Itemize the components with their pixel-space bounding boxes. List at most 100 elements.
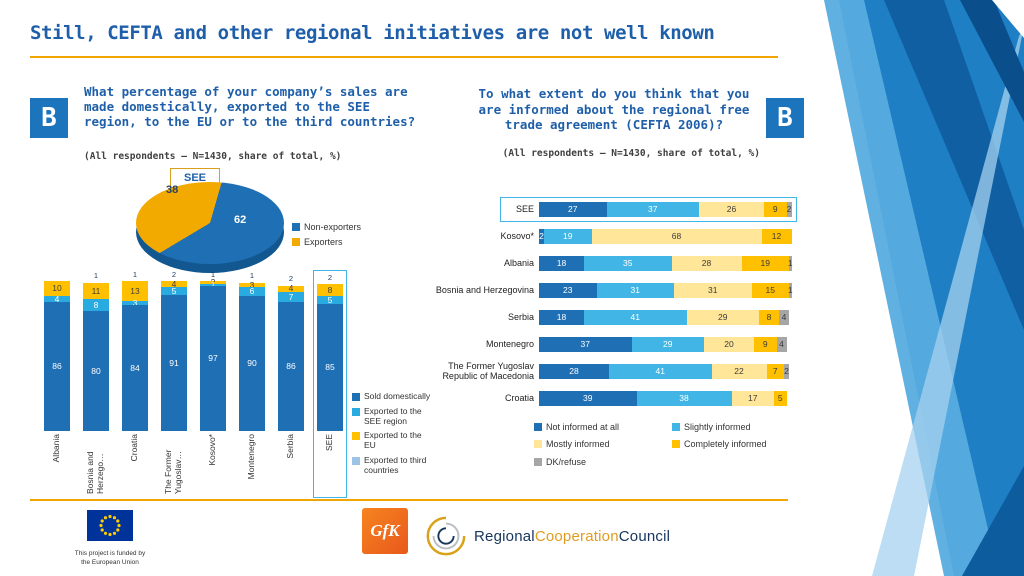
legend-item: Exported to the EU [352, 431, 432, 451]
bar-segment: 1 [200, 280, 226, 289]
bar-value-label: 4 [779, 339, 784, 350]
row-label: Bosnia and Herzegovina [435, 284, 534, 295]
bar-segment: 84 [122, 305, 148, 431]
bar-value-label: 17 [748, 393, 758, 404]
bar-value-label: 19 [563, 231, 573, 242]
row-label: Serbia [507, 311, 534, 322]
bar-value-label: 41 [655, 366, 665, 377]
legend-label: Exported to third countries [364, 454, 427, 475]
bar-value-label: 29 [663, 339, 673, 350]
bar-line: 18 35 28 19 1 [539, 256, 793, 271]
x-axis-label: Montenegro [246, 434, 257, 480]
rcc-logo: RegionalCooperationCouncil [424, 514, 670, 558]
bar-value-label: 28 [701, 258, 712, 269]
bar-stack: 4 7 86 [278, 284, 304, 431]
bar-value-label: 26 [726, 204, 737, 215]
x-axis-label: SEE [324, 434, 335, 452]
bar-segment: 29 [686, 310, 759, 325]
bar-segment: 97 [200, 285, 226, 431]
bar-segment: 91 [161, 294, 187, 431]
bar-line: 37 29 20 9 4 [539, 337, 787, 352]
column-serbia: 2 4 7 86 Serbia [278, 274, 304, 494]
bar-top-label: 2 [327, 272, 333, 282]
legend-swatch [352, 407, 360, 416]
eu-caption-line1: This project is funded by [74, 550, 146, 557]
legend-item: Mostly informed [534, 439, 654, 449]
bar-segment: 35 [584, 256, 672, 271]
bar-segment: 5 [317, 295, 343, 304]
legend-swatch [534, 423, 542, 431]
bar-value-label: 27 [568, 204, 578, 215]
bar-value-label: 38 [679, 393, 689, 404]
bar-segment: 41 [584, 310, 687, 325]
bar-value-label: 3 [249, 279, 255, 290]
x-axis-label: Croatia [129, 434, 140, 462]
bar-value-label: 86 [52, 361, 62, 372]
bar-value-label: 18 [556, 312, 567, 323]
bar-segment: 8 [83, 299, 109, 311]
bar-value-label: 8 [327, 284, 333, 295]
bar-segment: 28 [539, 364, 609, 379]
bar-value-label: 4 [54, 293, 60, 304]
bar-value-label: 5 [171, 285, 177, 296]
bar-value-label: 19 [760, 258, 770, 269]
bar-line: 2 19 68 12 [539, 229, 792, 244]
row-label: Croatia [504, 392, 534, 403]
bar-value-label: 68 [671, 231, 682, 242]
bar-value-label: 37 [648, 204, 658, 215]
column-montenegro: 1 3 6 90 Montenegro [239, 271, 265, 494]
legend-item: DK/refuse [534, 457, 654, 467]
bar-top-labels: 1 [249, 271, 255, 281]
row-label: SEE [515, 203, 534, 214]
bar-value-label: 4 [781, 312, 787, 323]
bar-segment: 5 [161, 285, 187, 296]
bar-segment: 68 [591, 229, 762, 244]
legend-item: Slightly informed [672, 422, 792, 432]
bar-value-label: 28 [569, 366, 579, 377]
bar-value-label: 7 [288, 291, 294, 302]
bar-row: Kosovo* 2 19 68 12 [430, 223, 792, 250]
bar-value-label: 9 [762, 339, 768, 350]
column-croatia: 1 13 3 84 Croatia [122, 269, 148, 494]
bar-segment: 18 [539, 256, 584, 271]
rcc-logo-text: RegionalCooperationCouncil [474, 528, 670, 545]
bar-segment: 85 [317, 303, 343, 431]
bar-segment: 80 [83, 311, 109, 431]
legend-label: Slightly informed [684, 422, 751, 432]
bar-value-label: 3 [132, 297, 138, 308]
bar-value-label: 39 [583, 393, 593, 404]
bar-top-label: 1 [249, 271, 255, 281]
legend-item: Exported to the SEE region [352, 406, 432, 427]
legend-swatch [352, 393, 360, 401]
rcc-text-regional: Regional [474, 527, 535, 545]
x-axis-label: Serbia [285, 434, 296, 459]
bar-segment: 26 [699, 202, 764, 217]
pie-chart: 62 38 [136, 182, 284, 277]
bar-value-label: 8 [766, 312, 772, 323]
bar-value-label: 22 [734, 366, 744, 377]
bar-row: SEE 27 37 26 9 2 [430, 196, 797, 223]
eu-caption-line2: the European Union [81, 558, 139, 566]
bar-value-label: 8 [93, 299, 99, 310]
bar-segment: 4 [779, 310, 789, 325]
bar-row: Montenegro 37 29 20 9 4 [430, 331, 792, 358]
bar-top-labels: 1 [211, 270, 215, 279]
badge-b-left: B [30, 98, 68, 138]
legend-label: Non-exporters [304, 222, 362, 232]
bar-top-label: 1 [132, 269, 138, 279]
bar-value-label: 18 [556, 258, 567, 269]
bar-stack: 3 6 90 [239, 279, 265, 431]
legend-item: Non-exporters [292, 222, 361, 232]
title-divider [30, 56, 778, 58]
legend-label: Exporters [304, 237, 343, 248]
legend-column: Slightly informed Completely informed [672, 422, 792, 474]
bar-segment: 37 [539, 337, 632, 352]
rcc-swirl-icon [426, 516, 466, 556]
pie-face [136, 182, 284, 264]
gfk-logo: GfK [362, 508, 408, 554]
bar-value-label: 37 [580, 339, 590, 350]
bar-segment: 28 [671, 256, 742, 271]
bar-segment: 11 [83, 282, 109, 299]
bar-value-label: 91 [169, 357, 179, 368]
